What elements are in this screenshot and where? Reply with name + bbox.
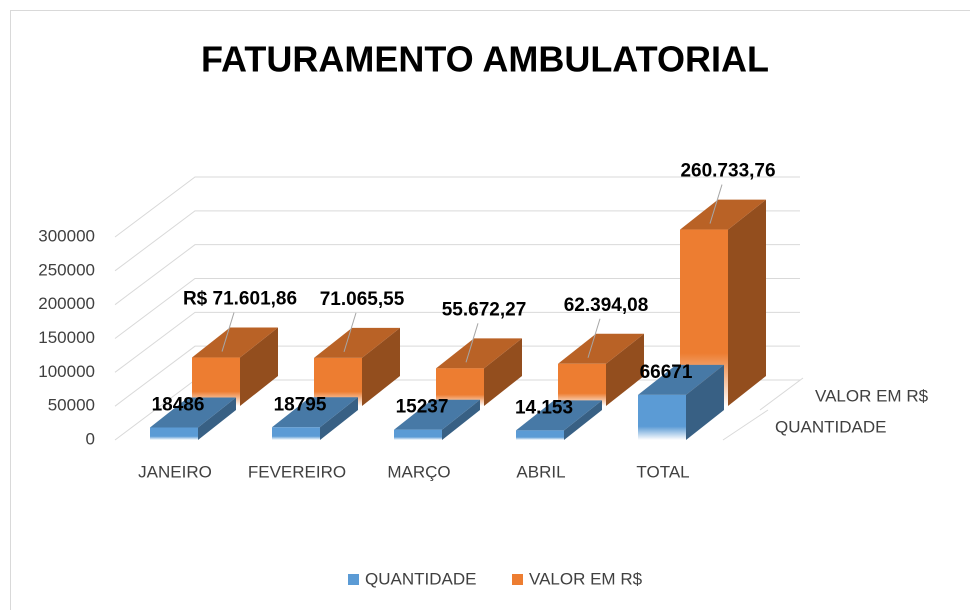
x-tick-label: FEVEREIRO xyxy=(248,462,346,481)
x-tick-label: ABRIL xyxy=(516,462,565,481)
leader-line xyxy=(709,184,723,224)
bar-top xyxy=(192,327,278,358)
bar xyxy=(272,397,358,440)
data-label: 66671 xyxy=(640,362,693,383)
grid-line xyxy=(114,176,800,238)
bar-front xyxy=(638,394,686,440)
data-label: 14.153 xyxy=(515,397,573,418)
data-label: 260.733,76 xyxy=(680,161,775,182)
bar-front xyxy=(150,427,198,440)
data-label: 71.065,55 xyxy=(320,289,405,310)
y-tick-label: 50000 xyxy=(48,396,95,415)
bar-side xyxy=(606,333,644,406)
bar xyxy=(558,333,644,406)
data-label: 62.394,08 xyxy=(564,295,649,316)
bar xyxy=(314,327,400,406)
bar xyxy=(192,327,278,406)
x-tick-label: JANEIRO xyxy=(138,462,212,481)
grid-line xyxy=(114,278,800,339)
y-tick-label: 100000 xyxy=(38,362,95,381)
bar-side xyxy=(320,397,358,440)
y-tick-label: 200000 xyxy=(38,294,95,313)
bar xyxy=(436,338,522,406)
y-tick-label: 250000 xyxy=(38,260,95,279)
bar-top xyxy=(272,397,358,428)
leader-line xyxy=(465,323,479,363)
bar-side xyxy=(240,327,278,406)
data-label: 18486 xyxy=(152,395,205,416)
legend-label: QUANTIDADE xyxy=(365,569,476,588)
bar-side xyxy=(728,199,766,406)
bar xyxy=(516,400,602,440)
data-label: 15237 xyxy=(396,397,449,418)
leader-line xyxy=(587,318,601,358)
leader-line xyxy=(221,312,235,352)
legend-label: VALOR EM R$ xyxy=(529,569,643,588)
x-tick-label: MARÇO xyxy=(387,462,450,481)
legend-swatch xyxy=(512,574,523,585)
bar xyxy=(394,399,480,440)
bar xyxy=(638,364,724,440)
leader-line xyxy=(343,312,357,353)
bar-top xyxy=(680,199,766,230)
bar-top xyxy=(516,400,602,431)
grid-line xyxy=(114,210,800,272)
bar-side xyxy=(442,399,480,440)
bar-front xyxy=(558,363,606,406)
bar-front xyxy=(272,427,320,440)
chart-frame xyxy=(10,10,970,610)
depth-label: VALOR EM R$ xyxy=(815,386,929,405)
bar-side xyxy=(362,327,400,406)
chart-title: FATURAMENTO AMBULATORIAL xyxy=(201,39,769,80)
bar-front xyxy=(394,429,442,440)
floor-edge xyxy=(722,409,769,441)
grid-line xyxy=(114,311,800,373)
y-tick-label: 300000 xyxy=(38,226,95,245)
data-label: R$ 71.601,86 xyxy=(183,289,297,310)
x-tick-label: TOTAL xyxy=(636,462,689,481)
legend-swatch xyxy=(348,574,359,585)
data-label: 55.672,27 xyxy=(442,299,527,320)
grid-line xyxy=(114,244,800,306)
y-tick-label: 0 xyxy=(86,429,95,448)
bar-side xyxy=(564,400,602,440)
data-label: 18795 xyxy=(274,394,327,415)
bar-top xyxy=(394,399,480,430)
bar-top xyxy=(314,327,400,358)
bar-front xyxy=(516,430,564,440)
bar-top xyxy=(558,333,644,364)
y-tick-label: 150000 xyxy=(38,328,95,347)
bar xyxy=(150,397,236,440)
bar-top xyxy=(436,338,522,369)
bar-top xyxy=(638,364,724,395)
bar-side xyxy=(484,338,522,406)
bar-top xyxy=(150,397,236,428)
floor-edge xyxy=(759,377,804,411)
depth-label: QUANTIDADE xyxy=(775,417,886,436)
bar-side xyxy=(198,397,236,440)
bar-side xyxy=(686,364,724,440)
